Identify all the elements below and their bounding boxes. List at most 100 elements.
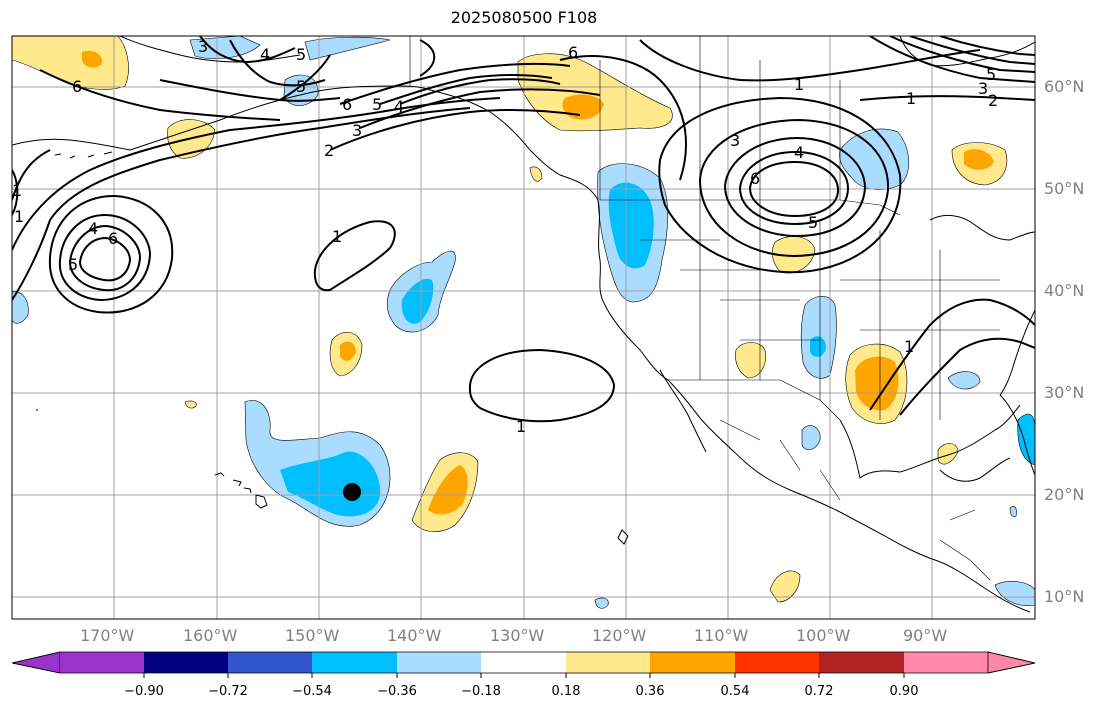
central-america (939, 509, 991, 581)
gulf-of-mexico (839, 404, 1021, 479)
contour-ne-4 (939, 36, 1035, 56)
contour-line-6 (339, 62, 571, 105)
contour-label: 2 (324, 141, 334, 160)
contour-label: 5 (296, 45, 306, 64)
contour-label: 1 (794, 75, 804, 94)
colorbar-extend-high (987, 651, 1036, 674)
contour-1-se (869, 298, 1035, 411)
colorbar-bin (312, 652, 397, 673)
negative-anomaly-florida (1017, 413, 1035, 466)
contour-line-4 (399, 78, 561, 105)
baja-california (659, 369, 707, 453)
great-lakes (929, 214, 1035, 241)
positive-anomaly-bc-coast (529, 166, 543, 182)
us-east-coast (999, 309, 1035, 396)
contour-low-pacific-5 (12, 97, 501, 251)
storm-position-marker (343, 483, 361, 501)
lat-label: 40°N (1044, 281, 1085, 300)
lon-label: 110°W (694, 626, 749, 645)
contour-low-pacific-4 (48, 194, 174, 314)
contour-label: 4 (260, 45, 270, 64)
canada-provinces (409, 36, 841, 200)
contour-label: 6 (108, 229, 118, 248)
contour-label: 3 (352, 121, 362, 140)
lat-label: 30°N (1044, 383, 1085, 402)
contour-ne-3 (909, 36, 1035, 65)
colorbar-bin (481, 652, 566, 673)
map-title: 2025080500 F108 (450, 8, 598, 27)
colorbar-bin (566, 652, 650, 673)
contour-line-1-west (12, 149, 51, 201)
contour-label: 5 (68, 255, 78, 274)
contour-ne-2 (889, 36, 1035, 73)
contour-alaska-6 (419, 39, 436, 77)
contour-alaska-3 (229, 39, 326, 87)
coastlines (12, 36, 1035, 613)
colorbar (11, 651, 1036, 678)
negative-anomaly-west-edge (12, 291, 29, 324)
colorbar-bin (60, 652, 144, 673)
positive-anomaly-nw (12, 36, 129, 90)
contour-label: 4 (394, 97, 404, 116)
contour-line-1-canada-b (859, 95, 1035, 101)
north-america-coast (429, 89, 1031, 613)
contour-alaska-5 (279, 54, 331, 101)
negative-anomaly-140w-core (401, 278, 434, 324)
contour-line-3 (359, 88, 601, 129)
map-frame (11, 35, 1036, 620)
state-borders (640, 200, 1000, 420)
colorbar-bin (735, 652, 819, 673)
contour-1-se-b (899, 337, 1035, 416)
positive-anomaly-small (184, 400, 197, 409)
negative-anomaly-small-2 (1009, 506, 1017, 517)
colorbar-tick-label: −0.36 (377, 684, 417, 699)
lon-label: 170°W (80, 626, 135, 645)
contour-label: 3 (198, 37, 208, 56)
positive-anomaly-south-core (428, 465, 468, 515)
contour-label: 6 (342, 95, 352, 114)
colorbar-outline (11, 651, 1036, 674)
mexico-states (719, 419, 841, 501)
negative-anomaly-small-1 (594, 597, 609, 609)
contour-label: 6 (568, 43, 578, 62)
contour-line-1-west-b (12, 169, 19, 216)
contour-1-small (313, 220, 396, 292)
lon-label: 150°W (285, 626, 340, 645)
contour-high-canada-5 (658, 96, 902, 274)
contour-high-canada-3 (723, 136, 867, 238)
contour-high-canada-1 (738, 150, 850, 226)
contour-label: 4 (794, 143, 804, 162)
negative-anomaly-gulf (801, 425, 821, 450)
contour-high-canada-6 (559, 55, 687, 181)
colorbar-bin (228, 652, 312, 673)
colorbar-extend-low (11, 651, 61, 674)
contour-label: 2 (988, 91, 998, 110)
contour-alaska-4 (199, 36, 296, 64)
contour-label: 1 (904, 337, 914, 356)
contour-label: 3 (730, 131, 740, 150)
colorbar-tick-label: 0.90 (889, 684, 919, 699)
islands (36, 151, 629, 545)
lon-label: 160°W (183, 626, 238, 645)
positive-anomaly-pacific-mexico (769, 570, 801, 603)
contour-labels: 6 4 5 3 5 6 5 4 3 2 1 6 1 3 5 2 1 3 4 6 … (12, 37, 998, 436)
contour-line-1-canada (639, 39, 981, 82)
colorbar-bin (144, 652, 228, 673)
positive-anomaly-nm (735, 342, 766, 379)
lon-label: 140°W (387, 626, 442, 645)
negative-anomaly-se-us (947, 371, 981, 390)
colorbar-tick-label: −0.90 (124, 684, 164, 699)
lat-label: 20°N (1044, 485, 1085, 504)
contour-line-5 (379, 74, 553, 105)
alaska-coast (129, 85, 431, 151)
aleutian-islands (54, 151, 113, 159)
contour-label: 1 (332, 227, 342, 246)
contour-alaska-2 (39, 69, 281, 121)
lat-label: 50°N (1044, 179, 1085, 198)
colorbar-bin (904, 652, 988, 673)
contour-label: 3 (978, 79, 988, 98)
colorbar-tick-label: −0.54 (292, 684, 332, 699)
colorbar-bin (819, 652, 904, 673)
contour-low-pacific-1 (58, 213, 152, 302)
